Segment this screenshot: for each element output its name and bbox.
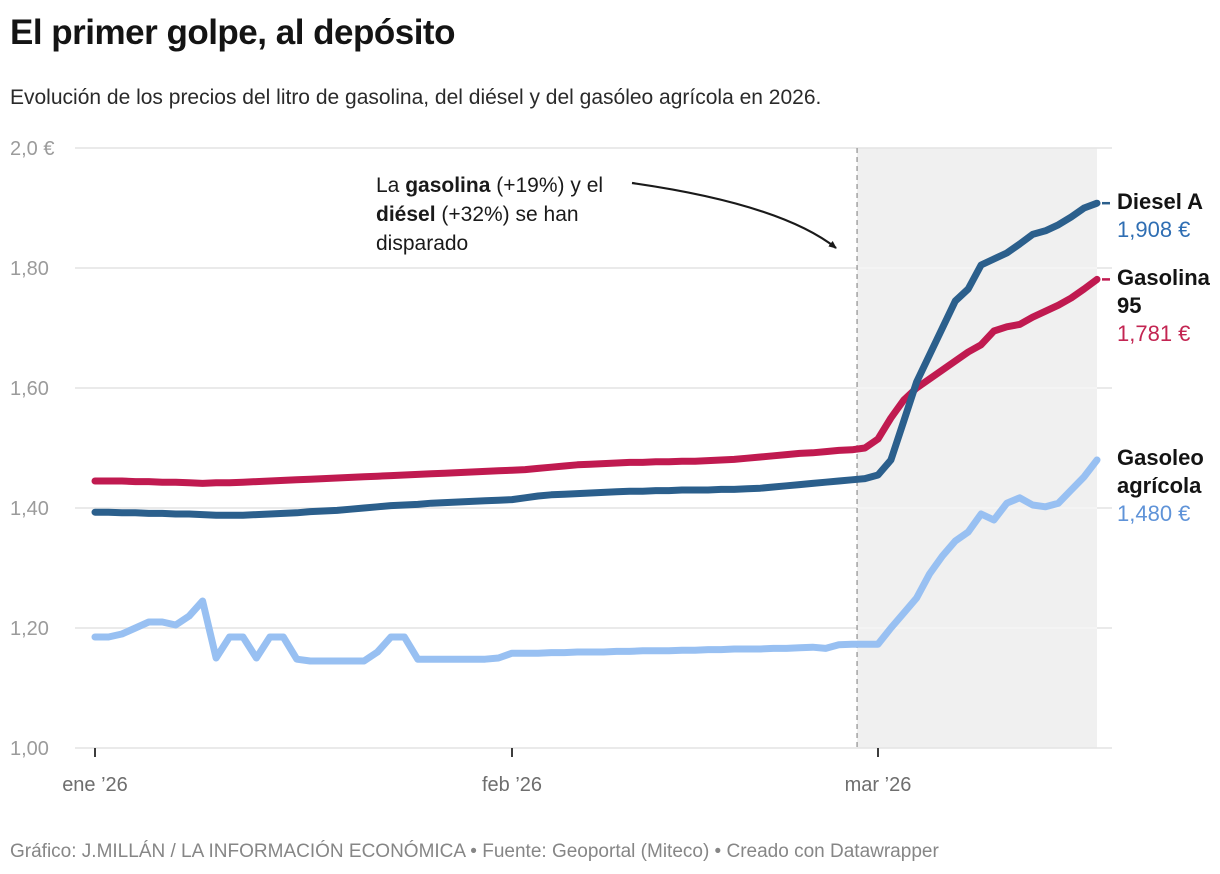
series-value-gasoleo: 1,480 € [1117,501,1191,526]
series-value-diesel: 1,908 € [1117,217,1191,242]
x-axis-tick-label: ene ’26 [62,774,128,796]
y-axis-tick-label: 1,20 [10,618,49,640]
annotation-segment: (+19%) y el [490,174,604,197]
chart-generated-layers: 2,0 € 1,80 1,60 1,40 1,20 1,00 ene ’26 feb ’26 m… [10,138,1112,796]
series-value-gasolina: 1,781 € [1117,321,1191,346]
annotation-segment-bold: gasolina [405,174,491,197]
series-name-diesel: Diesel A [1117,189,1204,214]
y-axis-tick-label: 2,0 € [10,138,54,160]
x-axis-tick-label: mar ’26 [845,774,912,796]
series-end-label-diesel: Diesel A 1,908 € [1117,188,1220,244]
annotation-segment-bold: diésel [376,203,436,226]
series-name-gasoleo: Gasoleo agrícola [1117,445,1204,498]
series-end-label-gasolina: Gasolina 95 1,781 € [1117,264,1220,348]
annotation-arrow [631,181,837,249]
y-axis-tick-label: 1,80 [10,258,49,280]
y-axis-tick-label: 1,00 [10,738,49,760]
series-line-gasoleo-agr-cola [91,456,1101,665]
page-title: El primer golpe, al depósito [10,13,455,52]
series-line-diesel-a [91,199,1101,519]
y-axis-tick-label: 1,60 [10,378,49,400]
page-subtitle: Evolución de los precios del litro de ga… [10,86,822,109]
y-axis-tick-label: 1,40 [10,498,49,520]
x-axis-tick-label: feb ’26 [482,774,542,796]
series-line-gasolina-95 [91,275,1101,487]
annotation-text: La gasolina (+19%) y el diésel (+32%) se… [376,171,624,258]
annotation-segment: (+32%) se han disparado [376,203,579,255]
attribution-footer: Gráfico: J.MILLÁN / LA INFORMACIÓN ECONÓ… [10,841,939,862]
series-name-gasolina: Gasolina 95 [1117,265,1210,318]
annotation-segment: La [376,174,406,197]
series-end-label-gasoleo: Gasoleo agrícola 1,480 € [1117,444,1220,528]
